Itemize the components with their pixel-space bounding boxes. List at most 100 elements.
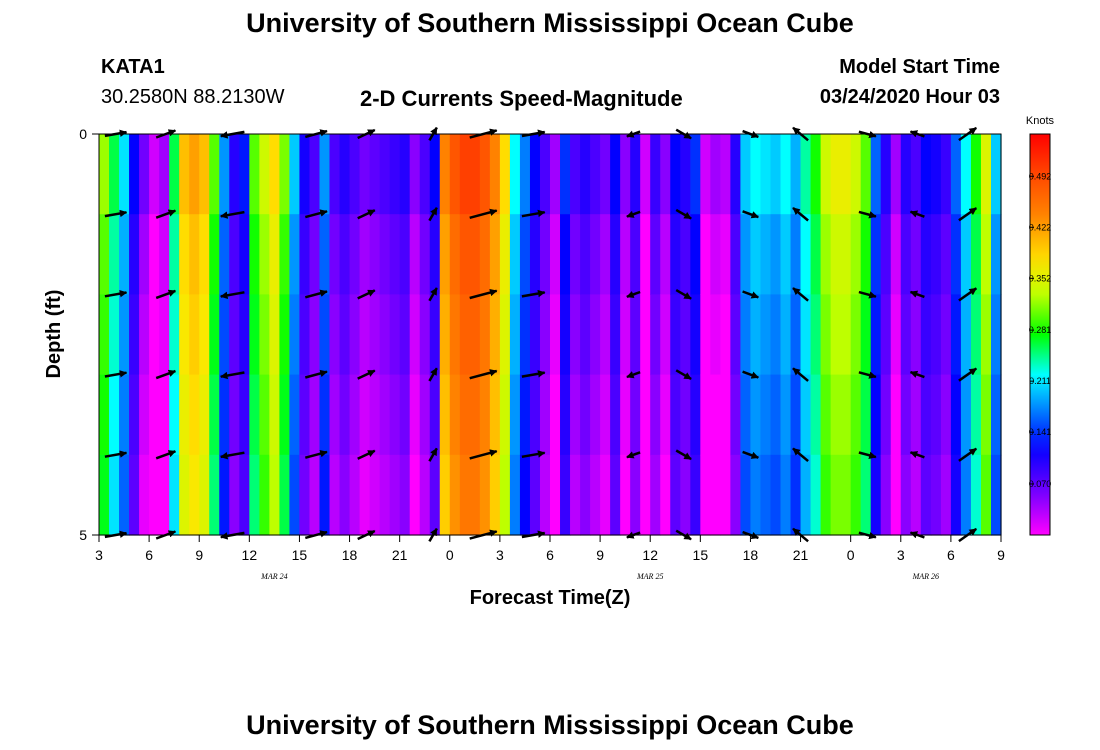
- heat-cell: [379, 294, 391, 376]
- heat-cell: [459, 294, 471, 376]
- heat-cell: [99, 454, 110, 536]
- x-tick-label: 12: [642, 547, 658, 563]
- heat-cell: [710, 454, 721, 536]
- heat-cell: [660, 454, 671, 536]
- heat-cell: [99, 374, 110, 456]
- heat-cell: [519, 134, 531, 215]
- heat-cell: [760, 214, 772, 295]
- heat-cell: [309, 454, 321, 536]
- heat-cell: [900, 454, 912, 536]
- heat-cell: [309, 214, 321, 295]
- heat-cell: [289, 374, 301, 456]
- current-arrow: [626, 210, 641, 218]
- heat-cell: [459, 214, 471, 295]
- current-arrow: [675, 208, 692, 220]
- x-tick-label: 9: [997, 547, 1005, 563]
- heat-cell: [840, 134, 852, 215]
- heat-cell: [730, 454, 742, 536]
- heat-cell: [349, 454, 361, 536]
- heat-cell: [279, 374, 291, 456]
- colorbar-tick-label: 0.070: [1029, 479, 1052, 489]
- heat-cell: [159, 214, 170, 295]
- current-arrow: [155, 450, 177, 460]
- current-arrow: [958, 287, 978, 302]
- heat-cell: [820, 134, 832, 215]
- heat-cell: [780, 214, 792, 295]
- heat-cell: [730, 294, 742, 376]
- heat-cell: [630, 374, 641, 456]
- heat-cell: [600, 134, 611, 215]
- heat-cell: [820, 374, 832, 456]
- heat-cell: [369, 214, 381, 295]
- heat-cell: [509, 134, 521, 215]
- heat-cell: [680, 134, 691, 215]
- current-arrow: [521, 450, 546, 459]
- heat-cell: [129, 294, 140, 376]
- y-tick-label: 5: [79, 527, 87, 543]
- current-arrow: [909, 370, 925, 379]
- heat-cell: [519, 214, 531, 295]
- heat-cell: [710, 374, 721, 456]
- heat-cell: [730, 134, 742, 215]
- heat-cell: [239, 214, 250, 295]
- heat-cell: [860, 294, 872, 376]
- heat-cell: [690, 134, 701, 215]
- heat-cell: [149, 374, 160, 456]
- heat-cell: [980, 134, 992, 215]
- current-arrow: [858, 371, 877, 379]
- heat-cell: [409, 214, 421, 295]
- heat-cell: [309, 374, 321, 456]
- heat-cell: [509, 294, 521, 376]
- heat-cell: [299, 214, 311, 295]
- heat-cell: [249, 294, 260, 376]
- heat-cell: [179, 374, 190, 456]
- heat-cell: [439, 214, 451, 295]
- heat-cell: [159, 454, 170, 536]
- current-arrow: [155, 209, 177, 219]
- current-arrow: [357, 369, 376, 380]
- heat-cell: [129, 374, 140, 456]
- heat-cell: [770, 454, 782, 536]
- heat-cell: [680, 374, 691, 456]
- heat-cell: [600, 454, 611, 536]
- heat-cell: [379, 374, 391, 456]
- heat-cell: [890, 134, 902, 215]
- heat-cell: [99, 134, 110, 215]
- heat-cell: [149, 294, 160, 376]
- heat-cell: [790, 294, 802, 376]
- heat-cell: [550, 134, 561, 215]
- heat-cell: [519, 454, 531, 536]
- heat-cell: [399, 454, 411, 536]
- heat-cell: [329, 134, 341, 215]
- heat-cell: [770, 374, 782, 456]
- current-arrow: [220, 291, 245, 300]
- heat-cell: [970, 454, 982, 536]
- heat-cell: [319, 294, 331, 376]
- current-arrow: [792, 447, 809, 463]
- heat-cell: [620, 294, 631, 376]
- heat-cell: [199, 374, 210, 456]
- heat-cell: [489, 454, 501, 536]
- heat-cell: [800, 134, 812, 215]
- heat-cell: [389, 454, 401, 536]
- heat-cell: [580, 294, 591, 376]
- heat-cell: [119, 134, 130, 215]
- heat-cell: [199, 134, 210, 215]
- heat-cell: [930, 374, 942, 456]
- heat-cell: [910, 454, 922, 536]
- heat-cell: [269, 374, 280, 456]
- x-tick-label: 6: [947, 547, 955, 563]
- x-tick-label: 21: [793, 547, 809, 563]
- heat-cell: [319, 374, 331, 456]
- heat-cell: [590, 374, 601, 456]
- heat-cell: [640, 374, 651, 456]
- x-tick-label: 9: [596, 547, 604, 563]
- heat-cell: [950, 214, 962, 295]
- heat-cell: [660, 134, 671, 215]
- heat-cell: [439, 134, 451, 215]
- heat-cell: [630, 454, 641, 536]
- current-arrow: [675, 289, 692, 300]
- heat-cell: [920, 454, 932, 536]
- heat-cell: [249, 454, 260, 536]
- heat-cell: [930, 454, 942, 536]
